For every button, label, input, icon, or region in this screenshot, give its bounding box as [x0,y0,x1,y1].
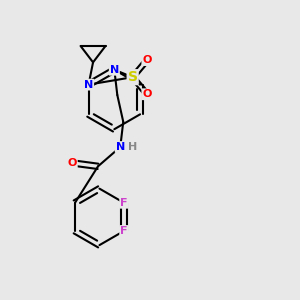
Text: F: F [120,198,128,208]
Text: F: F [120,226,128,236]
Text: N: N [84,80,93,90]
Text: O: O [142,89,152,99]
Text: S: S [128,70,138,84]
Text: O: O [142,55,152,65]
Text: O: O [68,158,77,168]
Text: N: N [110,65,119,75]
Text: N: N [116,142,125,152]
Text: H: H [128,142,137,152]
